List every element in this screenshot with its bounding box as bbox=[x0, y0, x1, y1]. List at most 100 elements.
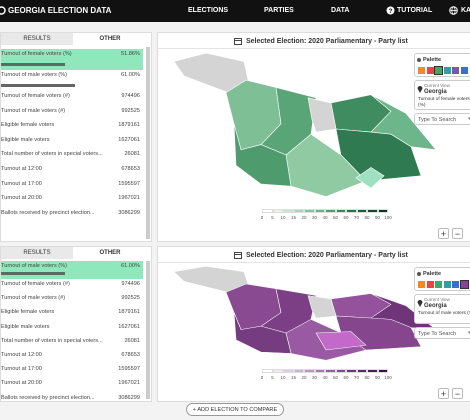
palette-swatch[interactable] bbox=[452, 67, 459, 74]
indicator-row[interactable]: Turnout of male voters (#) 992525 bbox=[1, 293, 143, 307]
calendar-shape bbox=[234, 252, 242, 259]
tab[interactable]: RESULTS bbox=[1, 247, 73, 259]
indicator-value: 61.00% bbox=[121, 263, 140, 269]
legend-label: 0 bbox=[260, 215, 264, 220]
indicator-value: 61.00% bbox=[121, 72, 140, 78]
tab[interactable]: RESULTS bbox=[1, 33, 73, 45]
pin-shape bbox=[417, 86, 423, 93]
indicator-row[interactable]: Turnout at 12:00 678653 bbox=[1, 350, 143, 364]
indicator-row[interactable]: Turnout of male voters (#) 992525 bbox=[1, 106, 143, 121]
indicator-row[interactable]: Turnout of female voters (#) 974496 bbox=[1, 279, 143, 293]
indicator-label: Turnout of male voters (#) bbox=[1, 295, 66, 302]
indicator-value: 1967021 bbox=[118, 195, 140, 202]
indicator-value: 678653 bbox=[121, 166, 140, 172]
legend-swatch bbox=[314, 209, 325, 213]
legend-label: 10 bbox=[280, 215, 286, 220]
indicator-row[interactable]: Eligible male voters 1627061 bbox=[1, 322, 143, 336]
legend-swatch bbox=[283, 369, 294, 373]
indicator-label: Turnout at 20:00 bbox=[1, 195, 42, 202]
palette-swatch[interactable] bbox=[418, 281, 425, 288]
indicator-row[interactable]: Turnout of female voters (#) 974496 bbox=[1, 91, 143, 106]
legend-label: 70 bbox=[353, 215, 359, 220]
legend-label: 20 bbox=[301, 215, 307, 220]
palette-swatch[interactable] bbox=[434, 66, 443, 75]
indicator-label: Turnout of female voters (#) bbox=[1, 93, 70, 99]
indicator-value: 992525 bbox=[121, 107, 140, 114]
indicator-value: 3086299 bbox=[118, 209, 140, 216]
region[interactable] bbox=[233, 312, 292, 354]
nav-tutorial[interactable]: TUTORIAL bbox=[397, 7, 433, 14]
indicator-row[interactable]: Total number of voters in special voters… bbox=[1, 149, 143, 164]
tab[interactable]: OTHER bbox=[74, 33, 146, 45]
palette-swatch[interactable] bbox=[435, 281, 442, 288]
indicator-value: 1595597 bbox=[118, 180, 140, 187]
indicator-row[interactable]: Eligible female voters 1879161 bbox=[1, 307, 143, 321]
indicator-row[interactable]: Turnout at 20:00 1967021 bbox=[1, 378, 143, 392]
region-highlight[interactable] bbox=[315, 331, 367, 351]
legend-label: 40 bbox=[322, 215, 328, 220]
legend-swatch bbox=[325, 369, 336, 373]
map-card: Selected Election: 2020 Parliamentary - … bbox=[157, 246, 470, 402]
legend-label: 60 bbox=[343, 215, 349, 220]
legend-label: 60 bbox=[343, 375, 349, 380]
legend-label: 90 bbox=[374, 215, 380, 220]
search-box[interactable]: Type To Search ▾ bbox=[414, 327, 470, 339]
region[interactable] bbox=[233, 123, 292, 187]
indicator-row[interactable]: Ballots received by precinct election...… bbox=[1, 208, 143, 223]
indicator-row[interactable]: Ballots received by precinct election...… bbox=[1, 393, 143, 401]
zoom-in[interactable]: + bbox=[438, 228, 449, 239]
legend-swatch bbox=[377, 369, 388, 373]
search-box[interactable]: Type To Search ▾ bbox=[414, 113, 470, 125]
scrollbar bbox=[146, 261, 150, 399]
palette-swatch[interactable] bbox=[460, 67, 468, 74]
indicator-value: 974496 bbox=[121, 281, 140, 287]
comparison-panel: RESULTS OTHER Turnout of female voters (%)… bbox=[0, 30, 470, 242]
add-election-button[interactable]: + ADD ELECTION TO COMPARE bbox=[186, 403, 284, 416]
indicator-row[interactable]: Total number of voters in special voters… bbox=[1, 336, 143, 350]
zoom-in[interactable]: + bbox=[438, 388, 449, 399]
palette-swatch[interactable] bbox=[443, 281, 451, 288]
indicator-row[interactable]: Eligible male voters 1627061 bbox=[1, 135, 143, 150]
map-card: Selected Election: 2020 Parliamentary - … bbox=[157, 32, 470, 242]
calendar-icon bbox=[234, 38, 242, 45]
legend-swatch bbox=[367, 209, 378, 213]
indicator-row[interactable]: Turnout of male voters (%) 61.00% bbox=[1, 261, 143, 279]
palette-swatch[interactable] bbox=[418, 67, 425, 74]
calendar-icon bbox=[234, 252, 242, 259]
legend-swatch bbox=[325, 209, 336, 213]
current-indicator: Turnout of female voters (%) bbox=[418, 97, 470, 108]
indicator-row[interactable]: Turnout of male voters (%) 61.00% bbox=[1, 70, 143, 91]
palette-swatch[interactable] bbox=[443, 67, 451, 74]
indicator-row[interactable]: Turnout at 12:00 678653 bbox=[1, 164, 143, 179]
indicator-row[interactable]: Eligible female voters 1879161 bbox=[1, 120, 143, 135]
zoom-out[interactable]: − bbox=[452, 388, 463, 399]
indicator-row[interactable]: Turnout at 17:00 1595597 bbox=[1, 364, 143, 378]
zoom-out[interactable]: − bbox=[452, 228, 463, 239]
nav-parties[interactable]: PARTIES bbox=[264, 7, 294, 14]
indicator-label: Turnout at 12:00 bbox=[1, 352, 42, 358]
indicator-row[interactable]: Turnout of female voters (%) 51.86% bbox=[1, 49, 143, 70]
nav-elections[interactable]: ELECTIONS bbox=[188, 7, 229, 14]
indicator-value: 1879161 bbox=[118, 122, 140, 129]
nav-data[interactable]: DATA bbox=[331, 7, 350, 14]
indicator-row[interactable]: Turnout at 17:00 1595597 bbox=[1, 179, 143, 194]
indicator-row[interactable]: Turnout at 20:00 1967021 bbox=[1, 193, 143, 208]
palette-swatch[interactable] bbox=[452, 281, 459, 288]
region-highlight[interactable] bbox=[355, 167, 385, 189]
scrollbar bbox=[146, 47, 150, 239]
palette-swatch[interactable] bbox=[459, 280, 469, 289]
nav-language[interactable]: KA bbox=[461, 7, 470, 14]
palette-swatch[interactable] bbox=[426, 281, 434, 288]
map-title: Selected Election: 2020 Parliamentary - … bbox=[246, 38, 408, 45]
indicator-bar bbox=[1, 84, 75, 87]
legend-label: 30 bbox=[311, 375, 317, 380]
legend-label: 15 bbox=[290, 375, 296, 380]
tab[interactable]: OTHER bbox=[74, 247, 146, 259]
palette-swatch[interactable] bbox=[426, 67, 434, 74]
svg-text:?: ? bbox=[389, 8, 393, 15]
current-view: Georgia bbox=[424, 303, 447, 309]
current-view-box: Current View Georgia Turnout of male voter… bbox=[414, 294, 470, 324]
logo[interactable]: GEORGIA ELECTION DATA bbox=[8, 6, 112, 15]
legend-swatch bbox=[293, 369, 304, 373]
legend-swatch bbox=[367, 369, 378, 373]
